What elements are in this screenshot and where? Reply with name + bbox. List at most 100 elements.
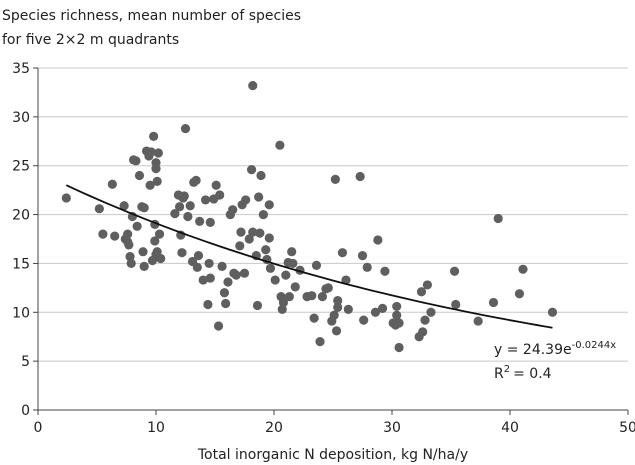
point — [309, 313, 319, 323]
point — [394, 318, 404, 328]
point — [151, 164, 161, 174]
point — [256, 170, 266, 181]
point — [420, 315, 430, 325]
point — [154, 229, 165, 239]
x-tick-label: 50 — [619, 420, 635, 436]
point — [244, 234, 254, 244]
point — [139, 261, 149, 271]
point — [98, 229, 108, 239]
point — [248, 80, 258, 91]
point — [131, 156, 141, 166]
x-tick-label: 40 — [501, 420, 519, 436]
point — [331, 326, 342, 336]
point — [255, 228, 265, 238]
point — [149, 131, 159, 141]
point — [373, 235, 383, 245]
y-tick-label: 35 — [12, 61, 30, 77]
y-tick-label: 10 — [12, 305, 30, 321]
point — [333, 295, 343, 306]
point — [139, 203, 149, 213]
point — [123, 229, 133, 239]
point — [126, 258, 136, 269]
point — [204, 258, 214, 269]
point — [217, 261, 227, 271]
point — [94, 204, 104, 214]
point — [180, 123, 191, 134]
x-tick-label: 30 — [383, 420, 401, 436]
r-squared-sup: 2 — [504, 364, 510, 375]
point — [270, 275, 280, 285]
point — [264, 233, 274, 243]
point — [124, 240, 134, 250]
point — [152, 176, 162, 186]
point — [370, 307, 381, 317]
point — [252, 300, 263, 311]
point — [341, 275, 351, 285]
point — [357, 251, 368, 261]
x-axis-label: Total inorganic N deposition, kg N/ha/y — [197, 447, 468, 463]
point — [203, 299, 213, 310]
point — [223, 277, 233, 287]
point — [195, 216, 205, 227]
point — [236, 227, 246, 237]
point — [355, 171, 365, 182]
point — [426, 307, 436, 317]
point — [248, 227, 258, 237]
point — [200, 195, 211, 205]
chart-title: for five 2×2 m quadrants — [2, 32, 179, 48]
point — [239, 268, 250, 278]
point — [265, 263, 276, 273]
point — [337, 248, 348, 258]
point — [191, 175, 201, 185]
y-tick-label: 5 — [21, 354, 30, 370]
y-tick-label: 20 — [12, 208, 30, 224]
point — [380, 266, 390, 276]
point — [211, 180, 221, 190]
point — [150, 236, 160, 246]
point — [359, 315, 369, 325]
point — [307, 291, 317, 301]
point — [418, 327, 428, 337]
point — [317, 292, 327, 302]
point — [231, 270, 241, 280]
point — [146, 147, 156, 157]
point — [110, 231, 120, 241]
point — [261, 245, 271, 255]
point — [132, 221, 142, 231]
point — [392, 310, 402, 320]
point — [343, 304, 353, 314]
point — [198, 275, 208, 285]
point — [241, 195, 251, 205]
equation-base: y = 24.39e — [494, 342, 572, 358]
point — [449, 266, 460, 276]
point — [329, 310, 339, 320]
point — [219, 288, 230, 298]
point — [152, 247, 162, 257]
x-tick-label: 0 — [34, 420, 43, 436]
point — [315, 337, 325, 347]
equation: y = 24.39e-0.0244x — [494, 340, 616, 358]
point — [264, 200, 274, 210]
point — [183, 211, 193, 222]
point — [179, 191, 189, 201]
point — [134, 170, 145, 181]
point — [185, 201, 195, 211]
point — [547, 307, 558, 317]
y-tick-label: 0 — [21, 403, 30, 419]
point — [416, 287, 427, 297]
point — [246, 165, 257, 175]
point — [333, 302, 343, 312]
r-squared: R2 = 0.4 — [494, 364, 552, 382]
trendline — [65, 184, 553, 329]
r-squared-rest: = 0.4 — [513, 366, 552, 382]
point — [493, 213, 503, 224]
y-tick-label: 30 — [12, 110, 30, 126]
point — [156, 253, 166, 264]
point — [61, 193, 71, 203]
point — [422, 280, 432, 290]
point — [177, 248, 187, 258]
point — [205, 217, 215, 227]
point — [138, 247, 148, 257]
point — [323, 283, 333, 293]
